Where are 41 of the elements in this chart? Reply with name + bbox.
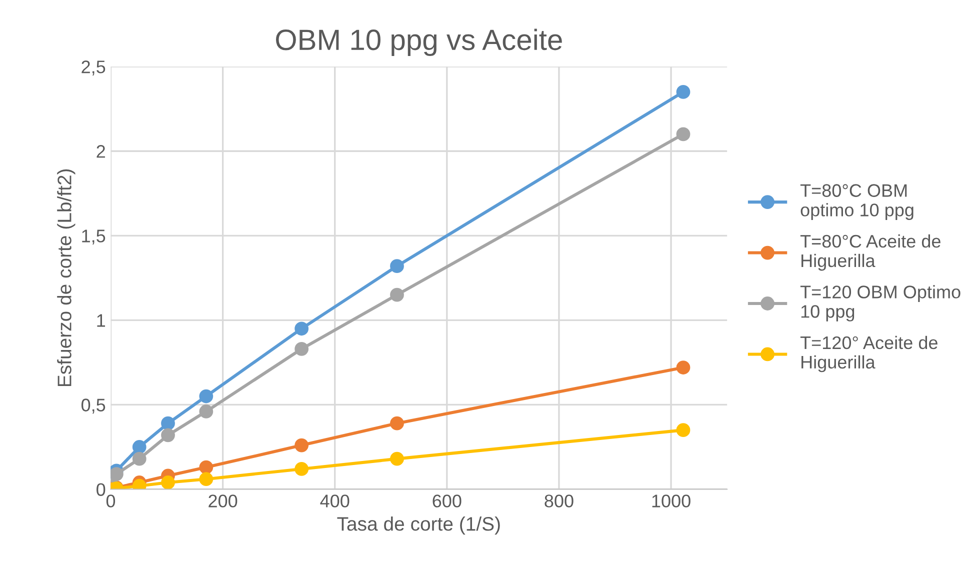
x-tick-label: 200	[208, 494, 238, 508]
x-axis-title: Tasa de corte (1/S)	[337, 516, 500, 535]
x-tick-label: 1000	[652, 494, 690, 508]
point	[199, 460, 214, 474]
point	[199, 404, 214, 418]
point	[132, 452, 146, 466]
y-tick-label: 2,5	[82, 60, 106, 76]
point	[294, 438, 309, 452]
point	[390, 452, 404, 466]
point	[161, 428, 175, 442]
point	[390, 259, 404, 274]
y-tick-label: 1	[97, 314, 106, 327]
point	[294, 462, 309, 476]
x-tick-label: 600	[432, 494, 462, 508]
point	[199, 389, 214, 404]
legend-label: T=120 OBM Optimo 10 ppg	[800, 285, 960, 322]
point	[676, 360, 690, 374]
point	[294, 322, 309, 336]
point	[161, 416, 175, 430]
point	[294, 342, 309, 356]
legend-label: T=80°C OBM optimo 10 ppg	[800, 184, 914, 220]
y-tick-label: 1,5	[82, 230, 106, 245]
y-tick-label: 0	[96, 483, 106, 496]
x-tick-label: 0	[106, 494, 116, 508]
point	[132, 440, 146, 454]
point	[676, 85, 690, 99]
x-tick-label: 400	[320, 494, 350, 508]
chart-title: OBM 10 ppg vs Aceite	[276, 28, 562, 56]
legend-label: T=120° Aceite de Higuerilla	[800, 336, 938, 372]
y-tick-label: 2	[96, 145, 105, 158]
point	[199, 472, 214, 486]
point	[676, 127, 690, 142]
point	[390, 288, 404, 302]
point	[161, 476, 175, 490]
x-tick-label: 800	[544, 494, 574, 508]
y-axis-title: Esfuerzo de corte (Lb/ft2)	[57, 169, 76, 386]
point	[676, 423, 690, 438]
point	[390, 416, 404, 430]
point	[110, 467, 124, 481]
y-tick-label: 0,5	[81, 398, 106, 414]
legend-label: T=80°C Aceite de Higuerilla	[800, 234, 940, 271]
